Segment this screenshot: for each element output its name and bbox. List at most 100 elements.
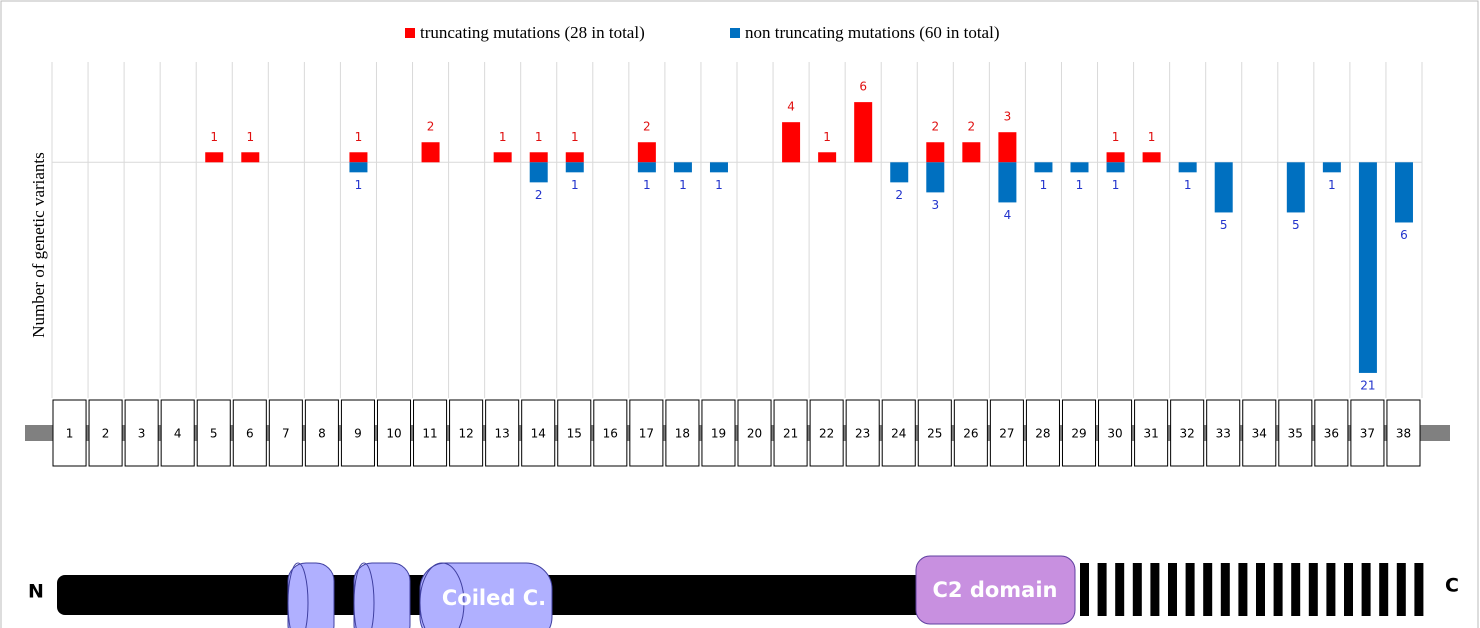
bar: [962, 142, 980, 162]
bar: [566, 152, 584, 162]
value-label: 5: [1292, 218, 1300, 232]
exon-label: 5: [210, 427, 218, 441]
exon-label: 2: [102, 427, 110, 441]
stripe: [1291, 563, 1300, 616]
value-label: 1: [355, 130, 363, 144]
c-label: C: [1445, 575, 1459, 597]
value-label: 1: [1184, 178, 1192, 192]
bar: [638, 142, 656, 162]
exon-label: 11: [422, 427, 437, 441]
value-label: 1: [535, 130, 543, 144]
bar: [854, 102, 872, 162]
value-label: 1: [1328, 178, 1336, 192]
stripe: [1344, 563, 1353, 616]
value-label: 5: [1220, 218, 1228, 232]
bar: [494, 152, 512, 162]
exon-label: 36: [1324, 427, 1339, 441]
value-label: 1: [1076, 178, 1084, 192]
exon-label: 21: [783, 427, 798, 441]
coil-segment: [288, 563, 334, 628]
bar: [638, 162, 656, 172]
frame: [1, 1, 1478, 628]
exon-label: 34: [1252, 427, 1267, 441]
value-label: 6: [859, 80, 867, 94]
value-label: 2: [535, 188, 543, 202]
value-label: 1: [643, 178, 651, 192]
stripe: [1362, 563, 1371, 616]
value-label: 2: [643, 120, 651, 134]
value-label: 1: [499, 130, 507, 144]
exon-label: 28: [1035, 427, 1050, 441]
exon-label: 20: [747, 427, 762, 441]
bar: [422, 142, 440, 162]
domain-label: Coiled C.: [442, 586, 546, 610]
exon-label: 19: [711, 427, 726, 441]
bar: [1179, 162, 1197, 172]
exon-label: 16: [603, 427, 618, 441]
bar: [998, 132, 1016, 162]
value-label: 1: [571, 130, 579, 144]
bar: [1034, 162, 1052, 172]
bar: [1395, 162, 1413, 222]
bar: [1287, 162, 1305, 212]
value-label: 1: [715, 178, 723, 192]
bar: [926, 142, 944, 162]
exon-label: 30: [1107, 427, 1122, 441]
bar: [349, 152, 367, 162]
bar: [530, 152, 548, 162]
bar: [1215, 162, 1233, 212]
exon-label: 6: [246, 427, 254, 441]
bar: [998, 162, 1016, 202]
exon-label: 25: [927, 427, 942, 441]
value-label: 2: [968, 120, 976, 134]
stripe: [1326, 563, 1335, 616]
bar: [890, 162, 908, 182]
stripe: [1397, 563, 1406, 616]
exon-label: 3: [138, 427, 146, 441]
exon-label: 38: [1396, 427, 1411, 441]
bar: [1323, 162, 1341, 172]
exon-label: 27: [999, 427, 1014, 441]
bar: [1359, 162, 1377, 373]
exon-label: 24: [891, 427, 906, 441]
value-label: 1: [571, 178, 579, 192]
value-label: 21: [1360, 378, 1375, 392]
value-label: 6: [1400, 228, 1408, 242]
bar: [566, 162, 584, 172]
domain-label: C2 domain: [933, 578, 1058, 602]
exon-label: 32: [1180, 427, 1195, 441]
bar: [710, 162, 728, 172]
stripe: [1379, 563, 1388, 616]
bar: [926, 162, 944, 192]
bar: [1071, 162, 1089, 172]
value-label: 1: [823, 130, 831, 144]
value-label: 2: [427, 120, 435, 134]
stripe: [1186, 563, 1195, 616]
y-axis-label: Number of genetic variants: [29, 152, 48, 338]
value-label: 1: [1112, 130, 1120, 144]
legend-label: truncating mutations (28 in total): [420, 23, 645, 42]
exon-label: 29: [1071, 427, 1086, 441]
value-label: 1: [679, 178, 687, 192]
stripe: [1274, 563, 1283, 616]
bar: [205, 152, 223, 162]
bar: [674, 162, 692, 172]
repeat-stripes: [1080, 563, 1423, 616]
bar: [818, 152, 836, 162]
stripe: [1098, 563, 1107, 616]
exon-label: 13: [495, 427, 510, 441]
n-label: N: [28, 581, 44, 603]
stripe: [1256, 563, 1265, 616]
value-label: 4: [1004, 208, 1012, 222]
value-label: 1: [1112, 178, 1120, 192]
stripe: [1080, 563, 1089, 616]
exon-label: 17: [639, 427, 654, 441]
value-label: 1: [1040, 178, 1048, 192]
value-label: 1: [246, 130, 254, 144]
stripe: [1168, 563, 1177, 616]
plot: truncating mutations (28 in total)non tr…: [25, 23, 1450, 466]
stripe: [1203, 563, 1212, 616]
exon-label: 7: [282, 427, 290, 441]
stripe: [1115, 563, 1124, 616]
coil-segment: [354, 563, 410, 628]
